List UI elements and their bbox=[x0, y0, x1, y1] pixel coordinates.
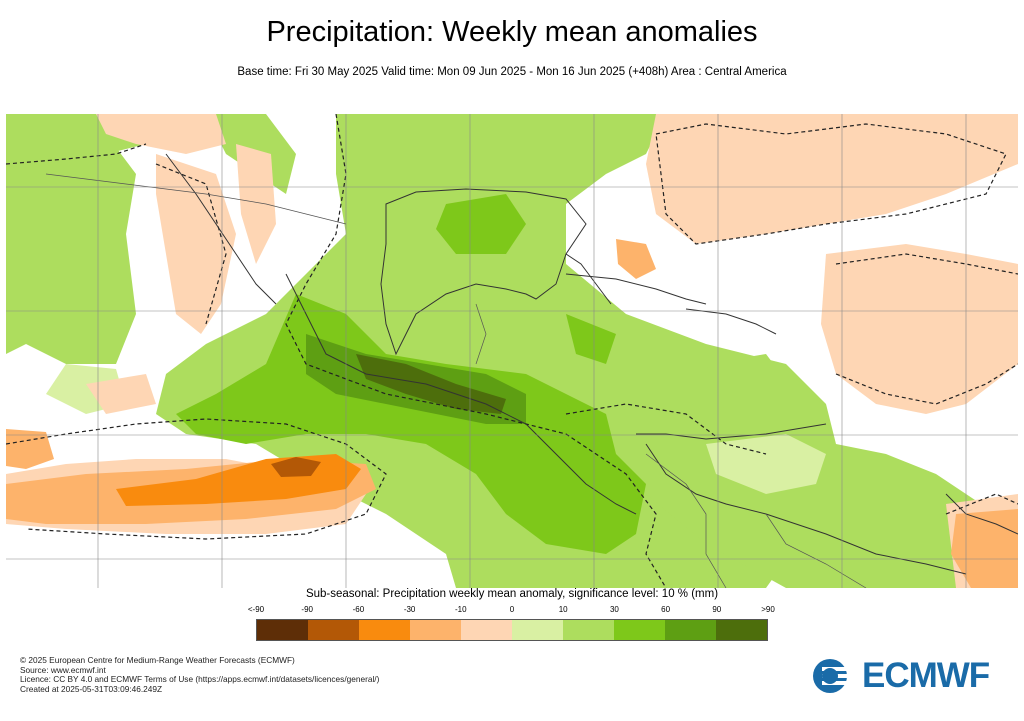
significance-contours bbox=[6, 114, 1018, 588]
colorbar-tick-label: 30 bbox=[609, 605, 619, 614]
footer-copyright: © 2025 European Centre for Medium-Range … bbox=[20, 655, 295, 665]
colorbar-cell bbox=[257, 620, 308, 640]
ecmwf-logo-icon bbox=[813, 659, 858, 693]
colorbar-ticks: <-90 -90 -60 -30 -10 0 10 30 60 90 >90 bbox=[248, 605, 775, 617]
footer-source: Source: www.ecmwf.int bbox=[20, 664, 106, 675]
colorbar-cell bbox=[461, 620, 512, 640]
colorbar-cell bbox=[308, 620, 359, 640]
colorbar-cell bbox=[410, 620, 461, 640]
colorbar-cell bbox=[563, 620, 614, 640]
country-borders bbox=[45, 173, 867, 588]
anomaly-map bbox=[6, 114, 1018, 588]
colorbar bbox=[256, 619, 768, 641]
footer: © 2025 European Centre for Medium-Range … bbox=[20, 655, 380, 694]
colorbar-cell bbox=[614, 620, 665, 640]
colorbar-tick-label: 10 bbox=[558, 605, 568, 614]
anomaly-gt90-areas bbox=[356, 354, 506, 414]
colorbar-tick-label: -60 bbox=[352, 605, 365, 614]
colorbar-tick-label: -90 bbox=[301, 605, 313, 614]
colorbar-cell bbox=[512, 620, 563, 640]
graticule bbox=[6, 114, 1018, 588]
footer-licence: Licence: CC BY 4.0 and ECMWF Terms of Us… bbox=[20, 674, 380, 685]
footer-created: Created at 2025-05-31T03:09:46.249Z bbox=[20, 683, 163, 694]
colorbar-cell bbox=[359, 620, 410, 640]
colorbar-cell bbox=[665, 620, 716, 640]
chart-subtitle: Base time: Fri 30 May 2025 Valid time: M… bbox=[237, 66, 787, 78]
ecmwf-logo: ECMWF bbox=[812, 656, 990, 695]
chart-title: Precipitation: Weekly mean anomalies bbox=[266, 16, 758, 48]
anomaly-30-60-areas bbox=[176, 194, 646, 554]
colorbar-tick-label: >90 bbox=[761, 605, 775, 614]
colorbar-tick-label: 0 bbox=[509, 605, 515, 614]
colorbar-tick-label: <-90 bbox=[247, 605, 265, 614]
colorbar-tick-label: -30 bbox=[403, 605, 416, 614]
ecmwf-logo-text: ECMWF bbox=[862, 656, 990, 695]
colorbar-tick-label: 90 bbox=[712, 605, 722, 614]
colorbar-cell bbox=[716, 620, 767, 640]
colorbar-title: Sub-seasonal: Precipitation weekly mean … bbox=[305, 588, 719, 600]
colorbar-tick-label: 60 bbox=[661, 605, 671, 614]
colorbar-tick-label: -10 bbox=[455, 605, 467, 614]
anomaly-lt-neg90-areas bbox=[271, 457, 321, 477]
